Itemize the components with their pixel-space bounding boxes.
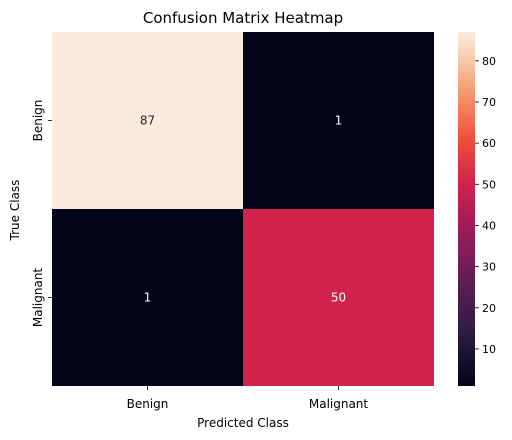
colorbar-tick-label: 60: [482, 137, 496, 150]
y-tick-label: Benign: [31, 100, 45, 142]
x-tick-label: Malignant: [309, 397, 369, 411]
cell-value-label: 1: [335, 114, 343, 128]
x-axis: Benign Malignant: [127, 386, 369, 411]
colorbar-tick-label: 50: [482, 178, 496, 191]
colorbar-tick-label: 70: [482, 96, 496, 109]
heatmap-cell: [243, 32, 434, 209]
heatmap-cell: [52, 209, 243, 386]
cell-value-label: 87: [140, 114, 155, 128]
y-axis-label: True Class: [8, 180, 22, 242]
colorbar: 10 20 30 40 50 60 70 80: [458, 32, 496, 386]
cell-value-label: 50: [331, 291, 346, 305]
cell-value-label: 1: [144, 291, 152, 305]
heatmap-cell: [52, 32, 243, 209]
colorbar-gradient: [458, 32, 475, 386]
y-axis: Benign Malignant: [31, 100, 52, 328]
colorbar-tick-label: 40: [482, 219, 496, 232]
heatmap-cell: [243, 209, 434, 386]
heatmap-cells: 87 1 1 50: [52, 32, 434, 386]
colorbar-tick-label: 80: [482, 55, 496, 68]
x-axis-label: Predicted Class: [197, 416, 289, 430]
x-tick-label: Benign: [127, 397, 169, 411]
y-tick-label: Malignant: [31, 268, 45, 328]
chart-title: Confusion Matrix Heatmap: [143, 9, 343, 27]
colorbar-tick-label: 20: [482, 302, 496, 315]
colorbar-tick-label: 30: [482, 261, 496, 274]
colorbar-tick-label: 10: [482, 343, 496, 356]
